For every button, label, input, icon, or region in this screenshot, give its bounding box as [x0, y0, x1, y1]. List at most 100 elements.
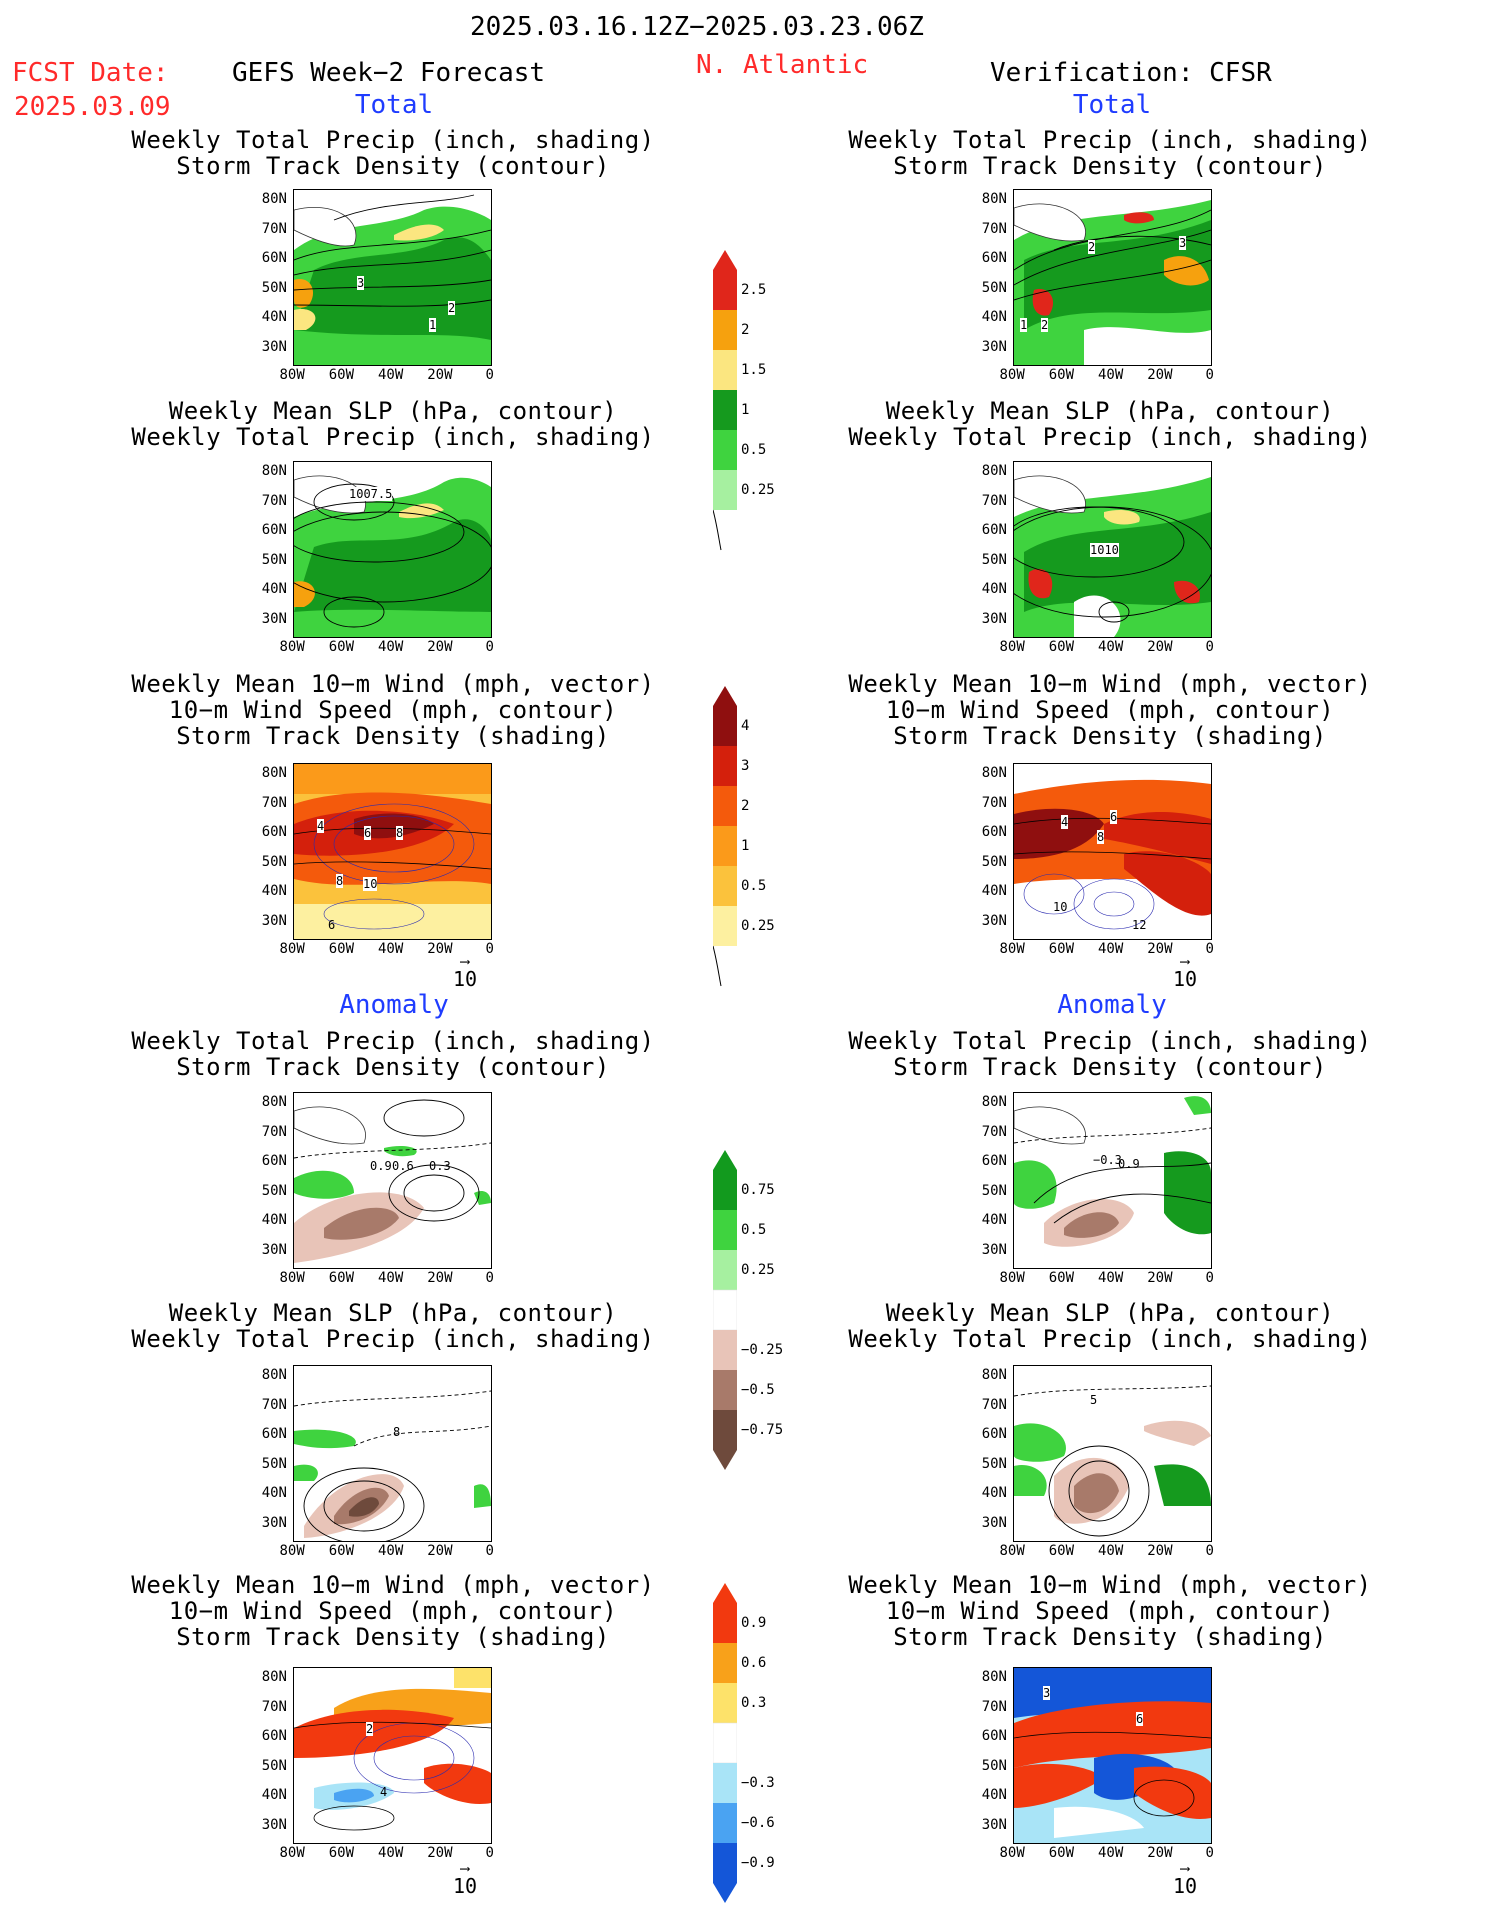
panel-title-right-5: Weekly Mean SLP (hPa, contour) Weekly Tot… — [848, 1299, 1372, 1353]
fcst-date-label: FCST Date: — [12, 58, 169, 88]
contour-label: 8 — [396, 826, 404, 840]
lon-tick-label: 60W — [328, 367, 355, 383]
contour-label: −0.3 — [1093, 1153, 1122, 1167]
lon-tick-label: 60W — [1048, 1543, 1075, 1559]
lat-tick-label: 50N — [981, 1455, 1007, 1472]
lat-tick-label: 70N — [261, 1396, 287, 1413]
lat-tick-label: 50N — [981, 279, 1007, 296]
lat-tick-label: 80N — [981, 1669, 1007, 1685]
colorbar-tick-label: 2 — [741, 322, 750, 338]
colorbar-tick-label: 0.5 — [741, 442, 767, 458]
colorbar-tick-label: 0.5 — [741, 1222, 767, 1238]
contour-label: 2 — [448, 301, 456, 315]
contour-label: 8 — [336, 874, 344, 888]
lat-tick-label: 60N — [261, 250, 287, 266]
lon-tick-label: 60W — [1048, 1845, 1075, 1861]
contour-label: 0.9 — [1118, 1157, 1140, 1171]
panel-title-left-6: Weekly Mean 10−m Wind (mph, vector) 10−m … — [131, 1571, 655, 1651]
contour-label: 6 — [1110, 810, 1118, 824]
lat-tick-label: 80N — [981, 765, 1007, 781]
map-right-anom-precip-track — [1013, 1092, 1212, 1269]
left-section-total: Total — [354, 90, 434, 120]
lon-tick-label: 40W — [1098, 941, 1124, 957]
lat-tick-label: 60N — [981, 1153, 1007, 1169]
region-title: N. Atlantic — [696, 50, 869, 80]
lon-tick-label: 80W — [999, 941, 1025, 957]
lat-tick-label: 30N — [261, 610, 287, 627]
lat-tick-label: 80N — [981, 191, 1007, 207]
colorbar-tick-label: 2.5 — [741, 282, 767, 298]
lon-tick-label: 20W — [1147, 367, 1173, 383]
lon-tick-label: 20W — [1147, 639, 1173, 655]
lat-tick-label: 80N — [261, 463, 287, 479]
lon-tick-label: 20W — [1147, 1845, 1173, 1861]
lon-tick-label: 20W — [427, 1845, 453, 1861]
lon-tick-label: 80W — [999, 1845, 1025, 1861]
lon-tick-label: 0 — [1205, 639, 1214, 655]
map-left-total-precip-track — [293, 189, 492, 366]
lat-tick-label: 80N — [261, 191, 287, 207]
map-left-anom-precip-track — [293, 1092, 492, 1269]
fcst-date: 2025.03.09 — [14, 92, 171, 122]
lat-tick-label: 60N — [981, 1728, 1007, 1744]
lon-tick-label: 0 — [1205, 1270, 1214, 1286]
panel-title-right-4: Weekly Total Precip (inch, shading) Storm… — [848, 1027, 1372, 1081]
lat-tick-label: 30N — [981, 610, 1007, 627]
panel-title-left-5: Weekly Mean SLP (hPa, contour) Weekly Tot… — [131, 1299, 655, 1353]
map-left-anom-wind-track — [293, 1667, 492, 1844]
lon-tick-label: 0 — [1205, 941, 1214, 957]
contour-label: 2 — [366, 1722, 374, 1736]
lon-tick-label: 80W — [279, 1543, 305, 1559]
map-left-total-slp-precip — [293, 461, 492, 638]
contour-label: 5 — [1090, 1393, 1098, 1407]
lon-tick-label: 40W — [378, 1270, 404, 1286]
lon-tick-label: 20W — [427, 941, 453, 957]
lat-tick-label: 50N — [261, 1757, 287, 1774]
contour-label: 10 — [1053, 900, 1068, 914]
lon-tick-label: 40W — [378, 367, 404, 383]
left-model-title: GEFS Week−2 Forecast — [232, 58, 546, 88]
lon-tick-label: 60W — [328, 1845, 355, 1861]
colorbar-tick-label: 2 — [741, 798, 750, 814]
lon-tick-label: 20W — [1147, 1543, 1173, 1559]
map-right-anom-slp-precip — [1013, 1365, 1212, 1542]
colorbar-tick-label: 0.25 — [741, 1262, 775, 1278]
contour-label: 1 — [1020, 318, 1028, 332]
contour-label: 2 — [1088, 240, 1096, 254]
lat-tick-label: 60N — [261, 1426, 287, 1442]
left-section-anomaly: Anomaly — [339, 990, 449, 1020]
lon-tick-label: 80W — [279, 941, 305, 957]
lat-tick-label: 80N — [981, 463, 1007, 479]
colorbar-tick-label: 0.9 — [741, 1615, 767, 1631]
lon-tick-label: 20W — [427, 639, 453, 655]
colorbar-tick-label: 0.25 — [741, 482, 775, 498]
lon-tick-label: 80W — [999, 639, 1025, 655]
contour-label: 4 — [380, 1785, 388, 1799]
panel-title-right-1: Weekly Total Precip (inch, shading) Storm… — [848, 126, 1372, 180]
lat-tick-label: 40N — [261, 1212, 287, 1228]
contour-label: 1010 — [1090, 543, 1119, 557]
colorbar-tick-label: 4 — [741, 718, 750, 734]
map-right-total-wind-track — [1013, 763, 1212, 940]
lon-tick-label: 80W — [999, 367, 1025, 383]
lat-tick-label: 80N — [261, 1669, 287, 1685]
contour-label: 6 — [364, 826, 372, 840]
vector-ref-arrow-icon: ⟶ — [460, 954, 470, 970]
lon-tick-label: 0 — [1205, 367, 1214, 383]
lon-tick-label: 0 — [1205, 1543, 1214, 1559]
panel-title-left-2: Weekly Mean SLP (hPa, contour) Weekly Tot… — [131, 397, 655, 451]
lat-tick-label: 50N — [981, 1757, 1007, 1774]
lon-tick-label: 80W — [999, 1543, 1025, 1559]
lon-tick-label: 40W — [378, 1543, 404, 1559]
colorbar-tick-label: −0.9 — [741, 1855, 775, 1871]
colorbar-tick-label: −0.75 — [741, 1422, 784, 1438]
map-right-total-slp-precip — [1013, 461, 1212, 638]
colorbar-tick-label: 3 — [741, 758, 750, 774]
lat-tick-label: 80N — [981, 1367, 1007, 1383]
lon-tick-label: 60W — [328, 1543, 355, 1559]
contour-label: 6 — [328, 918, 336, 932]
lon-tick-label: 20W — [427, 1270, 453, 1286]
lat-tick-label: 30N — [261, 1514, 287, 1531]
lat-tick-label: 50N — [261, 279, 287, 296]
lat-tick-label: 70N — [981, 794, 1007, 811]
